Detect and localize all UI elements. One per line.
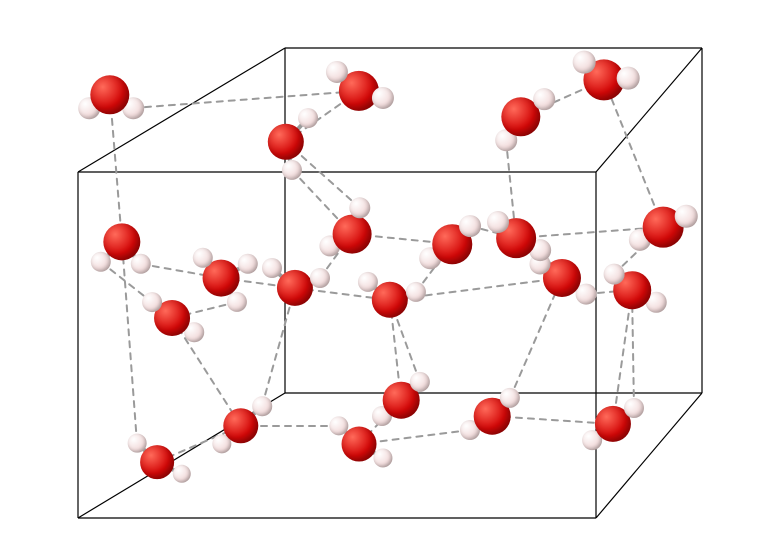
oxygen-atom	[277, 270, 313, 306]
hydrogen-atom	[459, 215, 481, 237]
hydrogen-atom	[262, 258, 282, 278]
hydrogen-atom	[624, 398, 644, 418]
hydrogen-atom	[142, 292, 162, 312]
hydrogen-atom	[533, 88, 555, 110]
hydrogen-atom	[604, 264, 625, 285]
hydrogen-atom	[675, 205, 698, 228]
hydrogen-atom	[617, 67, 640, 90]
oxygen-atom	[140, 445, 174, 479]
hydrogen-atom	[128, 434, 147, 453]
oxygen-atom	[342, 427, 377, 462]
hydrogen-atom	[252, 396, 272, 416]
molecular-structure-diagram	[0, 0, 773, 538]
hydrogen-atom	[487, 211, 509, 233]
hydrogen-atom	[573, 51, 596, 74]
hydrogen-atom	[298, 108, 318, 128]
hydrogen-atom	[310, 268, 330, 288]
oxygen-atom	[333, 215, 372, 254]
